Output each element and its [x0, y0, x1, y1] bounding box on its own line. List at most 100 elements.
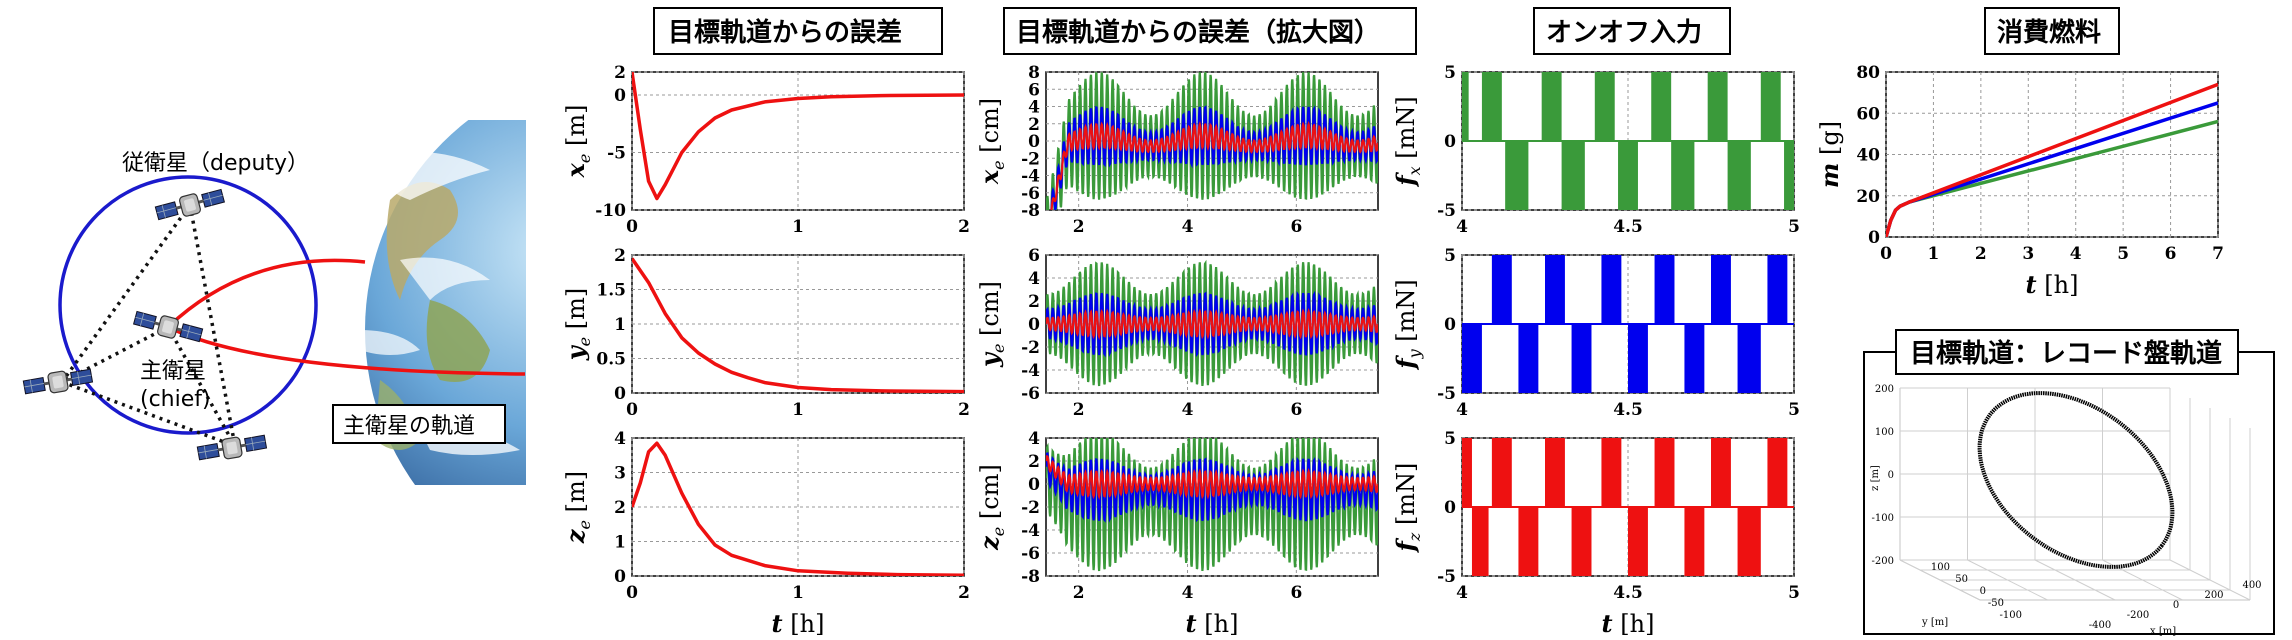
fx2-ytick-label: 0	[1444, 315, 1456, 335]
fuel-ytick-label: 0	[1868, 228, 1880, 248]
ze_zoom-xtick-label: 4	[1182, 583, 1194, 603]
ze-ytick-label: 1	[614, 533, 626, 553]
ye-series-red	[632, 257, 964, 393]
ze-xlabel: t [h]	[772, 609, 825, 638]
fx2-ytick-label: -5	[1437, 384, 1456, 404]
fx3-ytick-label: 5	[1444, 429, 1456, 449]
chief-orbit-line	[166, 258, 366, 329]
fx1-ytick-label: -5	[1437, 201, 1456, 221]
ze_zoom-xlabel: t [h]	[1186, 609, 1239, 638]
chart-ye_zoom: 2 4 6 6 4 2 0 -2 -4 -6 ye [cm]	[975, 246, 1379, 420]
fuel-xtick-label: 6	[2165, 244, 2177, 264]
fx3-off-pulse	[1518, 507, 1539, 576]
fx3-series-layer	[1462, 438, 1794, 576]
fx1-on-pulse	[1651, 72, 1672, 141]
orbit3d-xtick: 200	[2204, 590, 2223, 601]
deputy-satellite-icon-2	[22, 365, 94, 399]
chart-xe: 0 1 2 2 0 -5 -10 xe [m]	[561, 63, 970, 237]
fuel-xtick-label: 5	[2117, 244, 2129, 264]
title-onoff-input: オンオフ入力	[1546, 18, 1702, 48]
fx1-ytick-label: 5	[1444, 63, 1456, 83]
fx3-ylabel: fz [mN]	[1391, 463, 1424, 554]
orbit3d-ztick: 200	[1875, 384, 1894, 395]
fx3-on-pulse	[1654, 438, 1675, 507]
orbit3d-zlabel: z [m]	[1870, 465, 1881, 491]
fx2-on-pulse	[1601, 255, 1622, 324]
ze-xtick-label: 0	[626, 583, 638, 603]
formation-illustration: 従衛星（deputy） 主衛星 (chief) 主衛星の軌道	[22, 120, 526, 485]
chart-fuel: 0 1 2 3 4 5 6 7 80 60 40 20 0 m [g] t [h]	[1815, 63, 2224, 299]
formation-links	[60, 203, 237, 448]
xe_zoom-ytick-label: -4	[1021, 167, 1040, 187]
fx2-on-pulse	[1711, 255, 1731, 324]
fx2-off-pulse	[1518, 324, 1539, 393]
xe-ylabel: xe [m]	[561, 105, 594, 179]
ye-ylabel: ye [m]	[561, 288, 594, 362]
ze_zoom-xtick-label: 2	[1073, 583, 1085, 603]
ye-xtick-label: 0	[626, 400, 638, 420]
xe-ytick-label: 2	[614, 63, 626, 83]
xe_zoom-xtick-label: 2	[1073, 217, 1085, 237]
fx1-off-pulse	[1671, 141, 1695, 210]
fx3-on-pulse	[1601, 438, 1622, 507]
ze_zoom-ytick-label: 4	[1028, 429, 1040, 449]
ye-ytick-label: 0	[614, 384, 626, 404]
ze-ytick-label: 4	[614, 429, 626, 449]
xe-ytick-label: 0	[614, 86, 626, 106]
ze_zoom-series-red	[1046, 454, 1378, 500]
fx1-off-pulse	[1505, 141, 1529, 210]
ze-ytick-label: 3	[614, 464, 626, 484]
deputy-label: 従衛星（deputy）	[122, 151, 309, 176]
title-error-zoom: 目標軌道からの誤差（拡大図）	[1016, 17, 1380, 48]
orbit3d-xtick: 400	[2242, 580, 2261, 591]
fuel-xtick-label: 7	[2212, 244, 2224, 264]
fx3-xtick-label: 5	[1788, 583, 1800, 603]
ye-ytick-label: 1	[614, 315, 626, 335]
ye-xtick-label: 1	[792, 400, 804, 420]
fx3-on-pulse	[1545, 438, 1565, 507]
xe_zoom-ytick-label: -8	[1021, 201, 1040, 221]
fx3-off-pulse	[1737, 507, 1761, 576]
xe_zoom-ylabel: xe [cm]	[975, 98, 1008, 185]
ze-series-layer	[632, 441, 964, 576]
chart-fx2: 4 4.5 5 5 0 -5 fy [mN]	[1391, 246, 1800, 420]
orbit-label: 主衛星の軌道	[343, 414, 475, 439]
orbit3d-ytick: 50	[1955, 574, 1968, 585]
ze-xtick-label: 1	[792, 583, 804, 603]
ye-series-layer	[632, 257, 964, 393]
fuel-xtick-label: 0	[1880, 244, 1892, 264]
fx1-off-pulse	[1727, 141, 1751, 210]
ze-ytick-label: 2	[614, 498, 626, 518]
ye_zoom-ytick-label: 6	[1028, 246, 1040, 266]
xe_zoom-xtick-label: 4	[1182, 217, 1194, 237]
orbit3d-ytick: -100	[2000, 610, 2022, 621]
fx3-off-pulse	[1571, 507, 1592, 576]
ye_zoom-xtick-label: 2	[1073, 400, 1085, 420]
orbit3d-frame	[1863, 351, 2275, 635]
orbit3d-plot: 2001000-100-200100500-50-100-400-2000200…	[1870, 384, 2262, 637]
xe_zoom-ytick-label: 0	[1028, 132, 1040, 152]
chart-ye: 0 1 2 2 1.5 1 0.5 0 ye [m]	[561, 246, 970, 420]
xe-xtick-label: 0	[626, 217, 638, 237]
fx1-xtick-label: 4	[1456, 217, 1468, 237]
fx2-series-layer	[1462, 255, 1794, 393]
fx3-xtick-label: 4	[1456, 583, 1468, 603]
xe-xtick-label: 2	[958, 217, 970, 237]
ze_zoom-ylabel: ze [cm]	[975, 464, 1008, 551]
fx2-ylabel: fy [mN]	[1391, 279, 1424, 371]
ye_zoom-ytick-label: -4	[1021, 361, 1040, 381]
ye_zoom-series-layer	[1046, 259, 1378, 387]
fx1-on-pulse	[1594, 72, 1615, 141]
ye_zoom-ytick-label: 4	[1028, 269, 1040, 289]
fx1-on-pulse	[1760, 72, 1781, 141]
fx3-on-pulse	[1491, 438, 1512, 507]
fx3-off-pulse	[1628, 507, 1648, 576]
fuel-xtick-label: 4	[2070, 244, 2082, 264]
ye_zoom-xtick-label: 4	[1182, 400, 1194, 420]
ye_zoom-ytick-label: -2	[1021, 338, 1040, 358]
fx1-xtick-label: 4.5	[1613, 217, 1643, 237]
fx1-on-pulse	[1481, 72, 1502, 141]
fx2-xtick-label: 4	[1456, 400, 1468, 420]
